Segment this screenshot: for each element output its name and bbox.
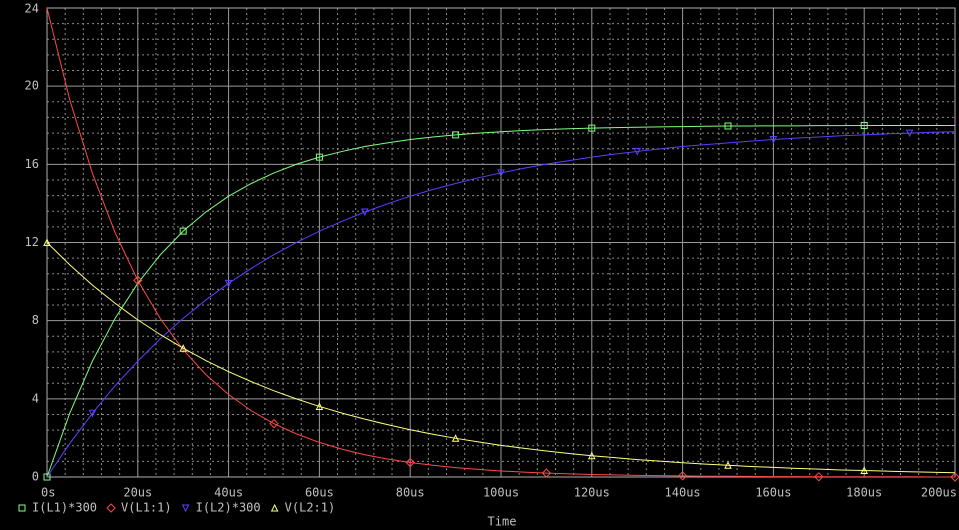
point-marker <box>179 344 188 352</box>
x-tick-label: 0s <box>41 486 55 500</box>
legend-label: V(L2:1) <box>285 501 336 515</box>
point-marker <box>633 147 642 156</box>
point-marker <box>860 466 869 475</box>
point-marker <box>677 471 688 481</box>
x-tick-label: 160us <box>755 486 791 500</box>
point-marker <box>405 457 415 468</box>
point-marker <box>950 472 959 482</box>
point-marker <box>452 131 460 139</box>
x-tick-label: 140us <box>665 486 701 500</box>
y-tick-label: 24 <box>25 2 39 16</box>
x-tick-label: 200us <box>921 486 957 500</box>
point-marker <box>860 121 868 129</box>
series-line <box>46 242 956 474</box>
point-marker <box>269 418 279 429</box>
point-marker <box>588 124 596 132</box>
y-tick-label: 16 <box>25 157 39 171</box>
point-marker <box>315 402 324 410</box>
point-marker <box>451 434 460 442</box>
x-tick-label: 20us <box>123 486 152 500</box>
point-marker <box>88 409 97 418</box>
legend-marker <box>18 504 26 512</box>
x-tick-label: 60us <box>305 486 334 500</box>
point-marker <box>724 461 732 469</box>
point-marker <box>43 238 51 246</box>
point-marker <box>43 473 51 481</box>
y-tick-label: 12 <box>25 235 39 249</box>
point-marker <box>179 227 187 235</box>
legend-label: I(L2)*300 <box>196 501 261 515</box>
y-tick-label: 20 <box>25 79 39 93</box>
x-tick-label: 40us <box>214 486 243 500</box>
y-tick-label: 4 <box>32 391 39 405</box>
point-marker <box>224 279 233 288</box>
y-tick-label: 8 <box>32 313 39 327</box>
series-line <box>46 124 955 478</box>
point-marker <box>360 208 369 217</box>
legend-label: V(L1:1) <box>121 501 172 515</box>
point-marker <box>905 129 914 138</box>
point-marker <box>587 451 596 460</box>
x-tick-label: 180us <box>846 486 882 500</box>
point-marker <box>814 472 824 482</box>
x-tick-label: 120us <box>574 486 610 500</box>
point-marker <box>133 275 143 286</box>
point-marker <box>724 122 732 130</box>
series-line <box>46 7 955 478</box>
point-marker <box>497 169 505 178</box>
point-marker <box>541 468 552 478</box>
point-marker <box>315 153 323 161</box>
legend-marker <box>181 504 190 513</box>
series-line <box>46 131 956 478</box>
point-marker <box>769 136 778 144</box>
y-tick-label: 0 <box>32 470 39 484</box>
legend-marker <box>106 503 116 513</box>
legend-label: I(L1)*300 <box>32 501 97 515</box>
x-tick-label: 80us <box>396 486 425 500</box>
x-tick-label: 100us <box>483 486 519 500</box>
legend-marker <box>270 503 279 512</box>
x-axis-label: Time <box>488 515 517 529</box>
